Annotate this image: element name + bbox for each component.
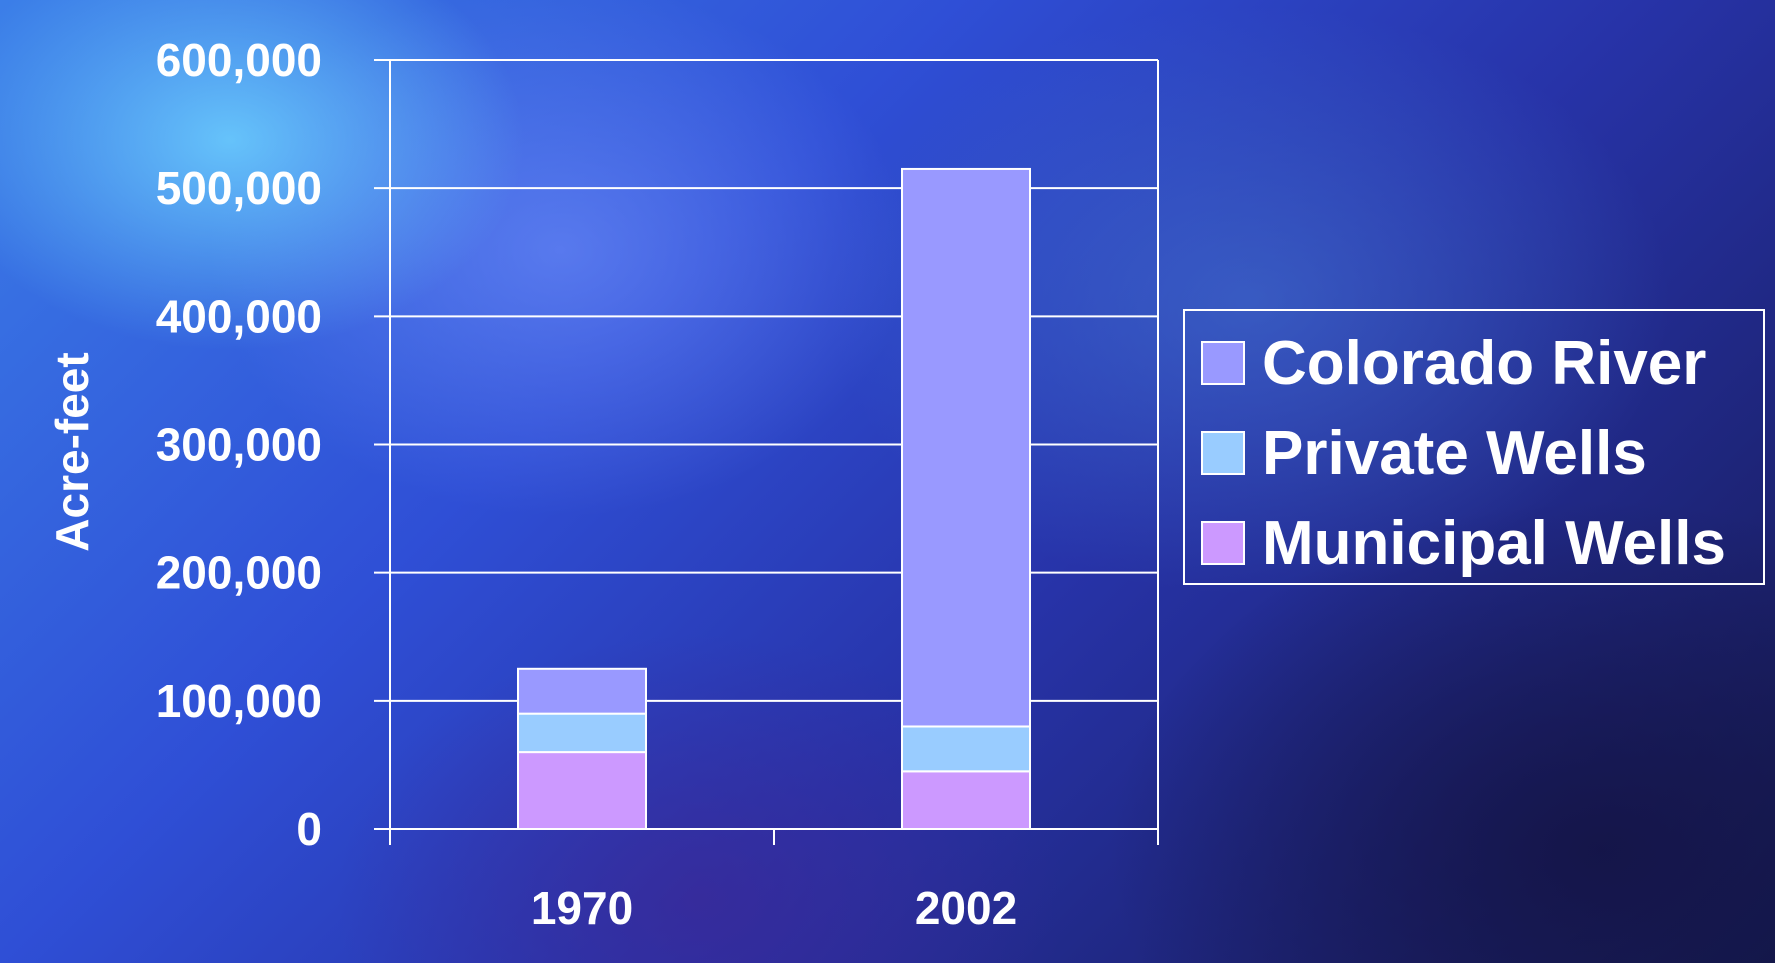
legend-swatch [1201,521,1245,565]
legend-swatch [1201,431,1245,475]
bar-municipal-wells-1970 [517,751,647,830]
bar-private-wells-1970 [517,712,647,754]
bar-colorado-river-2002 [901,167,1031,728]
category-labels: 1970 2002 [531,882,1017,934]
legend-label: Municipal Wells [1262,509,1726,578]
y-axis-label: Acre-feet [46,352,98,551]
axes [374,59,1159,845]
y-tick-label: 400,000 [156,290,322,342]
bars [517,167,1031,831]
y-tick-label: 600,000 [156,34,322,86]
legend-label: Colorado River [1262,329,1706,398]
gridlines [374,59,1158,702]
legend-label: Private Wells [1262,419,1647,488]
y-tick-label: 200,000 [156,547,322,599]
y-tick-label: 500,000 [156,162,322,214]
legend-box [1183,309,1765,585]
y-tick-label: 0 [296,803,322,855]
y-tick-label: 300,000 [156,419,322,471]
x-category-label: 1970 [531,882,633,934]
y-tick-label: 100,000 [156,675,322,727]
bar-colorado-river-1970 [517,667,647,715]
bar-municipal-wells-2002 [901,770,1031,831]
y-tick-labels: 0 100,000 200,000 300,000 400,000 500,000 600,… [156,34,322,855]
bar-private-wells-2002 [901,725,1031,773]
legend: Colorado River Private Wells Municipal Wel… [1183,309,1765,585]
legend-swatch [1201,341,1245,385]
x-category-label: 2002 [915,882,1017,934]
